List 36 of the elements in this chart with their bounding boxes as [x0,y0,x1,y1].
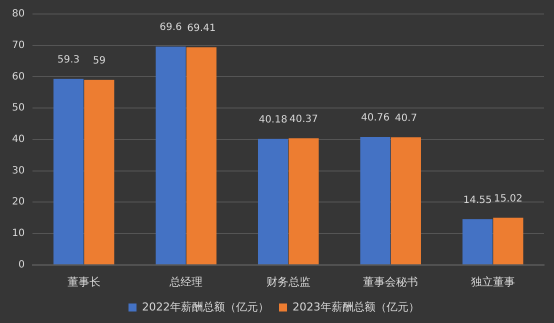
data-label: 40.7 [394,112,418,124]
x-tick-label: 董事会秘书 [363,275,418,288]
bar [156,46,186,264]
bar [390,137,421,264]
y-tick-label: 20 [12,196,25,208]
y-tick-label: 80 [12,8,25,20]
bar [84,80,114,264]
bar [462,219,493,264]
x-tick-label: 总经理 [168,275,203,288]
y-tick-label: 50 [12,102,25,114]
data-label: 15.02 [494,193,523,204]
data-label: 14.55 [463,194,492,206]
y-tick-label: 10 [12,228,25,240]
data-label: 40.76 [360,112,390,124]
legend-label: 2022年薪酬总额（亿元） [142,300,270,314]
y-tick-label: 30 [12,165,25,176]
bar [258,138,288,264]
data-label: 59.3 [57,54,80,66]
y-tick-label: 40 [12,134,25,145]
bar [493,218,524,264]
legend-label: 2023年薪酬总额（亿元） [292,300,420,314]
data-label: 40.37 [289,114,318,125]
x-tick-label: 财务总监 [266,275,310,288]
data-label: 59 [92,55,106,66]
data-label: 69.6 [160,22,182,34]
bar [288,138,319,264]
y-tick-label: 70 [12,40,25,51]
x-tick-label: 董事长 [67,275,100,288]
x-tick-label: 独立董事 [470,275,515,288]
y-tick-label: 0 [18,259,25,270]
data-label: 69.41 [187,22,216,34]
data-label: 40.18 [258,114,288,126]
y-tick-label: 60 [12,71,25,82]
bar [186,47,216,264]
bar [360,137,390,264]
bar [53,78,84,264]
